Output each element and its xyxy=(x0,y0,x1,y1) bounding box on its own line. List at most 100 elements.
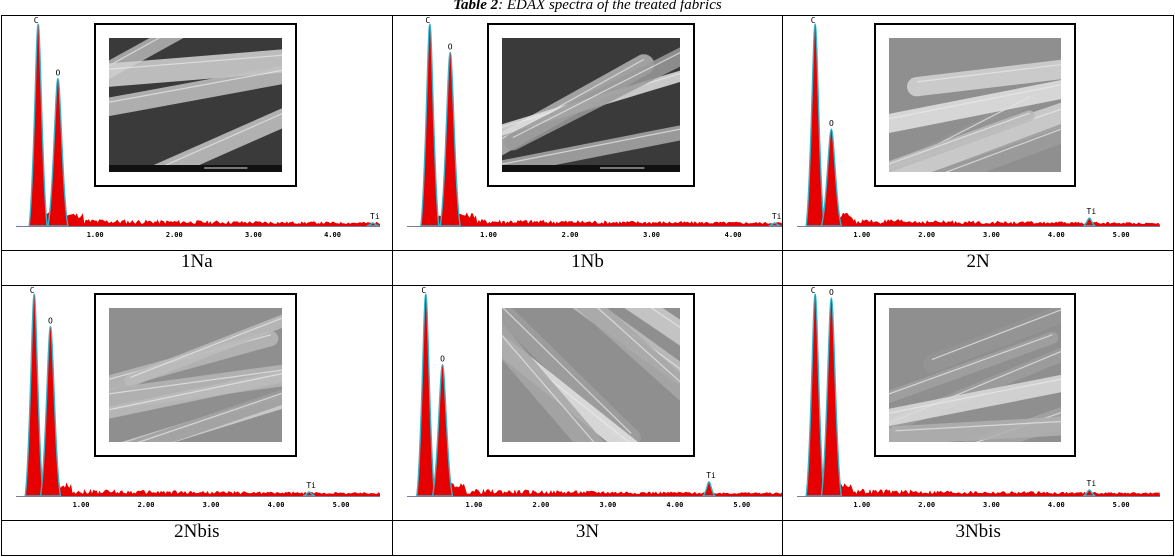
titanium-peak xyxy=(366,222,380,227)
peak-label-c: C xyxy=(811,16,816,25)
x-tick-label: 4.00 xyxy=(268,501,285,509)
peak-label-c: C xyxy=(34,16,39,25)
sem-fiber-highlight xyxy=(148,113,282,172)
sem-fiber-highlight xyxy=(109,69,282,103)
x-tick-label: 1.00 xyxy=(854,231,871,239)
sem-fiber xyxy=(109,65,282,117)
edax-figure: C O Ti 1.00 2.00 3.00 4.00 5.00 xyxy=(797,286,1161,509)
sem-fiber xyxy=(124,314,282,387)
x-tick-label: 4.00 xyxy=(1048,231,1065,239)
sem-fiber xyxy=(624,307,680,346)
sem-fiber xyxy=(109,370,282,419)
x-tick-label: 3.00 xyxy=(983,231,1000,239)
oxygen-peak xyxy=(820,297,843,497)
edax-figure: C O Ti 1.00 2.00 3.00 4.00 5.00 xyxy=(797,16,1161,239)
sem-fiber-highlight xyxy=(889,84,1062,120)
x-tick-label: 2.00 xyxy=(532,501,549,509)
sem-fiber-highlight xyxy=(512,52,680,139)
titanium-peak xyxy=(302,491,316,497)
x-tick-label: 2.00 xyxy=(561,231,578,239)
panel-3N: C O Ti 1.00 2.00 3.00 4.00 5.00 xyxy=(391,284,784,521)
sem-fiber xyxy=(504,47,680,151)
sem-fiber xyxy=(137,108,282,172)
sem-micrograph xyxy=(501,307,680,442)
spectrum-noise xyxy=(31,212,381,226)
x-tick-label: 2.00 xyxy=(166,231,183,239)
sem-fiber xyxy=(889,110,1036,172)
panel-label: 1Nb xyxy=(391,249,784,286)
peak-label-c: C xyxy=(811,286,816,295)
x-tick-label: 3.00 xyxy=(643,231,660,239)
titanium-peak xyxy=(1083,217,1097,227)
x-tick-label: 4.00 xyxy=(724,231,741,239)
sem-fiber-highlight xyxy=(945,128,1062,172)
sem-fiber xyxy=(889,102,1062,172)
sem-fiber xyxy=(923,307,1062,373)
titanium-peak xyxy=(1083,489,1096,497)
sem-fiber xyxy=(889,374,1062,427)
x-tick-label: 3.00 xyxy=(599,501,616,509)
peak-label-o: O xyxy=(829,288,834,297)
sem-fiber xyxy=(576,307,680,401)
sem-fiber xyxy=(889,80,1062,133)
edax-figure: C O Ti 1.00 2.00 3.00 4.00 xyxy=(16,16,381,239)
titanium-peak xyxy=(700,481,717,497)
sem-fiber-highlight xyxy=(596,307,680,383)
sem-fiber xyxy=(932,123,1062,172)
label-row: 1Na 1Nb 2N xyxy=(1,249,1174,286)
spectrum-noise xyxy=(422,212,782,226)
peak-label-ti: Ti xyxy=(306,481,316,490)
peak-label-ti: Ti xyxy=(370,212,380,221)
sem-fiber-highlight xyxy=(137,392,282,442)
sem-fiber xyxy=(501,323,604,442)
x-tick-label: 4.00 xyxy=(1048,501,1065,509)
figure-row: C O Ti 1.00 2.00 3.00 4.00 C O Ti 1.00 2.00 3.00 4.0… xyxy=(1,15,1174,251)
edax-table: C O Ti 1.00 2.00 3.00 4.00 C O Ti 1.00 2.00 3.00 4.0… xyxy=(1,15,1174,557)
panel-label: 1Na xyxy=(1,249,393,286)
sem-fiber-highlight xyxy=(889,112,1030,165)
peak-label-o: O xyxy=(56,69,61,78)
x-tick-label: 1.00 xyxy=(87,231,104,239)
figure-row: C O Ti 1.00 2.00 3.00 4.00 5.00 C O Ti 1.00 2.00 3.0… xyxy=(1,284,1174,521)
sem-fiber-highlight xyxy=(501,307,632,434)
carbon-peak xyxy=(805,293,826,497)
x-tick-label: 3.00 xyxy=(983,501,1000,509)
oxygen-peak xyxy=(39,325,62,497)
sem-fiber-highlight xyxy=(109,38,161,67)
x-tick-label: 3.00 xyxy=(245,231,262,239)
panel-3Nbis: C O Ti 1.00 2.00 3.00 4.00 5.00 xyxy=(782,284,1174,521)
carbon-peak xyxy=(419,23,440,227)
x-tick-label: 1.00 xyxy=(854,501,871,509)
sem-fiber-highlight xyxy=(109,369,282,395)
sem-fiber xyxy=(501,125,680,172)
carbon-peak xyxy=(415,293,436,497)
oxygen-peak xyxy=(439,51,461,227)
sem-info-bar xyxy=(109,165,282,172)
peak-label-o: O xyxy=(440,355,445,364)
peak-label-c: C xyxy=(421,286,426,295)
panel-2Nbis: C O Ti 1.00 2.00 3.00 4.00 5.00 xyxy=(1,284,393,521)
peak-label-o: O xyxy=(829,119,834,128)
panel-label: 3N xyxy=(391,519,784,557)
x-tick-label: 2.00 xyxy=(919,501,936,509)
x-tick-label: 4.00 xyxy=(324,231,341,239)
x-tick-label: 2.00 xyxy=(919,231,936,239)
label-row: 2Nbis 3N 3Nbis xyxy=(1,519,1174,557)
sem-fiber xyxy=(109,49,282,87)
sem-fiber-highlight xyxy=(889,334,1053,395)
sem-fiber xyxy=(127,389,282,442)
edax-figure: C O Ti 1.00 2.00 3.00 4.00 xyxy=(406,16,782,239)
peak-label-ti: Ti xyxy=(1087,207,1097,216)
panel-label: 3Nbis xyxy=(782,519,1174,557)
sem-micrograph xyxy=(501,38,680,172)
spectrum-noise xyxy=(29,481,380,496)
peak-label-ti: Ti xyxy=(1087,479,1097,488)
x-tick-label: 2.00 xyxy=(138,501,155,509)
oxygen-peak xyxy=(820,128,843,227)
peak-label-ti: Ti xyxy=(706,471,716,480)
sem-fiber xyxy=(889,416,1062,442)
sem-micrograph xyxy=(889,307,1062,442)
spectrum-noise xyxy=(810,481,1161,496)
sem-micrograph xyxy=(889,38,1062,172)
x-tick-label: 1.00 xyxy=(465,501,482,509)
